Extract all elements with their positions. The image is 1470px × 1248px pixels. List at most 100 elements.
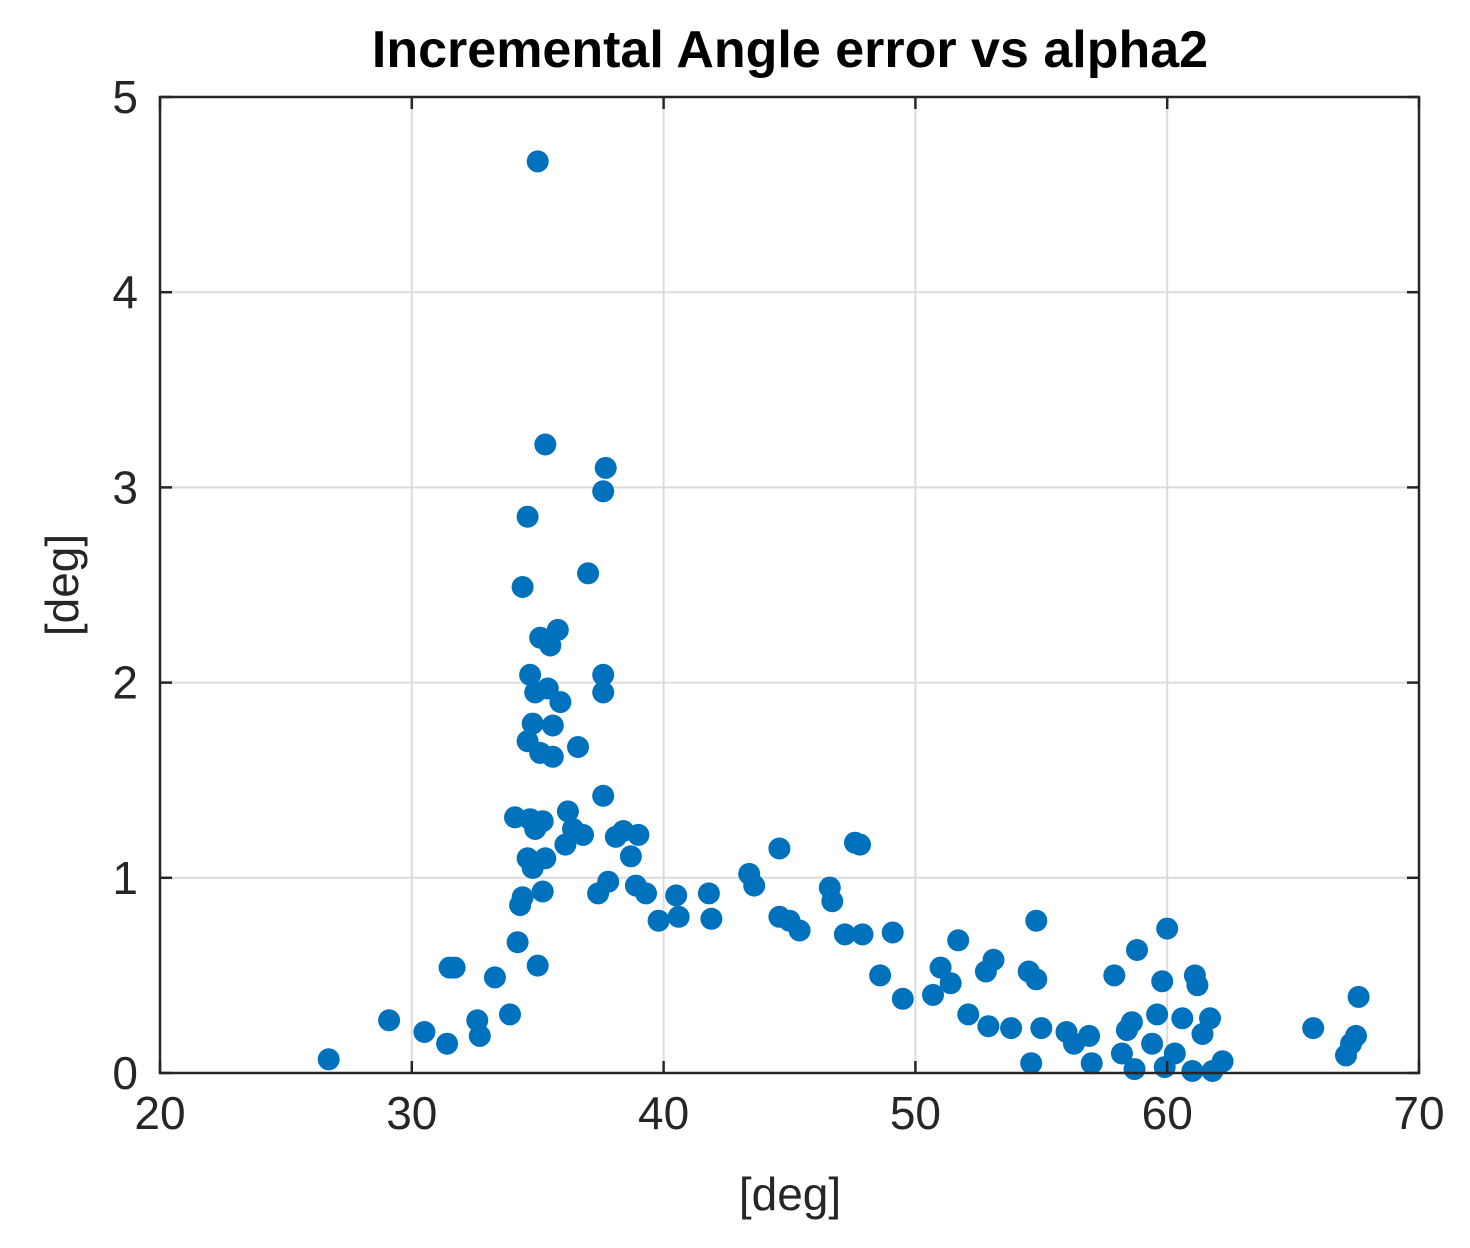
data-point	[511, 886, 534, 909]
data-point	[1078, 1024, 1101, 1047]
data-point	[541, 714, 564, 737]
data-point	[534, 847, 557, 870]
data-point	[939, 972, 962, 995]
grid-lines	[160, 97, 1419, 1073]
data-point	[768, 837, 791, 860]
data-point	[546, 618, 569, 641]
data-point	[413, 1021, 436, 1043]
y-tick-label: 3	[112, 461, 138, 513]
data-point	[982, 948, 1005, 971]
data-point	[468, 1024, 491, 1047]
data-point	[483, 966, 506, 989]
data-point	[534, 433, 557, 456]
data-point	[929, 956, 952, 979]
data-point	[869, 964, 892, 987]
data-point	[556, 800, 579, 823]
data-point	[592, 480, 615, 503]
chart-title: Incremental Angle error vs alpha2	[372, 21, 1208, 79]
data-point	[531, 810, 554, 833]
data-point	[635, 882, 657, 905]
data-point	[1025, 968, 1048, 991]
data-point	[891, 987, 914, 1010]
data-point	[957, 1003, 980, 1026]
data-point	[1110, 1042, 1133, 1065]
data-point	[1020, 1052, 1043, 1075]
data-point	[665, 884, 688, 907]
x-tick-label: 30	[386, 1087, 437, 1139]
data-point	[1030, 1017, 1053, 1040]
x-tick-label: 50	[890, 1087, 941, 1139]
data-point	[521, 712, 544, 735]
data-point	[1120, 1011, 1143, 1034]
data-point	[549, 691, 572, 714]
data-point	[743, 874, 766, 897]
data-point	[619, 845, 642, 868]
data-point	[526, 954, 549, 977]
data-point	[592, 663, 615, 686]
axis-ticks: 20 30 40 50 60 70 0 1 2 3 4 5	[112, 71, 1444, 1139]
data-point	[378, 1009, 401, 1032]
data-point	[516, 505, 539, 528]
data-point	[821, 890, 844, 913]
data-point	[1171, 1007, 1194, 1030]
data-point	[1163, 1042, 1186, 1065]
data-point	[697, 882, 720, 905]
data-point	[317, 1048, 340, 1071]
data-point	[667, 905, 690, 928]
data-point	[1151, 970, 1174, 993]
y-tick-label: 4	[112, 266, 138, 318]
data-point	[851, 923, 874, 946]
data-point	[436, 1032, 459, 1055]
data-point	[1211, 1050, 1234, 1073]
data-point	[977, 1015, 1000, 1038]
data-point	[577, 562, 600, 585]
y-tick-label: 1	[112, 852, 138, 904]
data-point	[627, 823, 650, 846]
x-tick-label: 70	[1393, 1087, 1444, 1139]
data-point	[1156, 917, 1179, 940]
data-point	[833, 923, 856, 946]
data-point	[700, 907, 723, 930]
data-point	[1103, 964, 1126, 987]
data-point	[1181, 1060, 1204, 1082]
data-point	[1141, 1032, 1164, 1055]
data-point	[597, 870, 620, 893]
x-tick-label: 60	[1142, 1087, 1193, 1139]
data-point	[592, 784, 615, 807]
y-tick-label: 2	[112, 657, 138, 709]
data-point	[511, 576, 534, 598]
y-tick-label: 0	[112, 1047, 138, 1099]
data-point	[506, 931, 529, 954]
data-point	[1000, 1017, 1023, 1040]
x-tick-label: 40	[638, 1087, 689, 1139]
data-point	[572, 823, 594, 846]
data-point	[592, 681, 615, 704]
x-axis-label: [deg]	[739, 1168, 841, 1220]
data-point	[849, 833, 871, 856]
data-point	[567, 736, 589, 758]
data-point	[519, 663, 542, 686]
y-tick-label: 5	[112, 71, 138, 123]
data-point	[1025, 909, 1048, 932]
data-point	[881, 921, 904, 944]
data-point	[531, 880, 554, 903]
data-point	[1186, 974, 1209, 997]
data-point	[1302, 1017, 1325, 1040]
plot-area-frame	[158, 95, 1421, 1075]
data-point	[594, 456, 617, 479]
data-point	[788, 919, 811, 942]
x-tick-label: 20	[134, 1087, 185, 1139]
data-point	[647, 909, 670, 932]
data-point	[499, 1003, 521, 1026]
data-point	[526, 150, 549, 173]
data-points	[317, 150, 1370, 1082]
data-point	[1347, 985, 1370, 1008]
data-point	[922, 983, 944, 1006]
data-point	[1123, 1058, 1146, 1081]
data-point	[1080, 1052, 1103, 1075]
data-point	[1146, 1003, 1169, 1026]
data-point	[541, 745, 564, 768]
data-point	[443, 956, 466, 979]
data-point	[1199, 1007, 1221, 1030]
